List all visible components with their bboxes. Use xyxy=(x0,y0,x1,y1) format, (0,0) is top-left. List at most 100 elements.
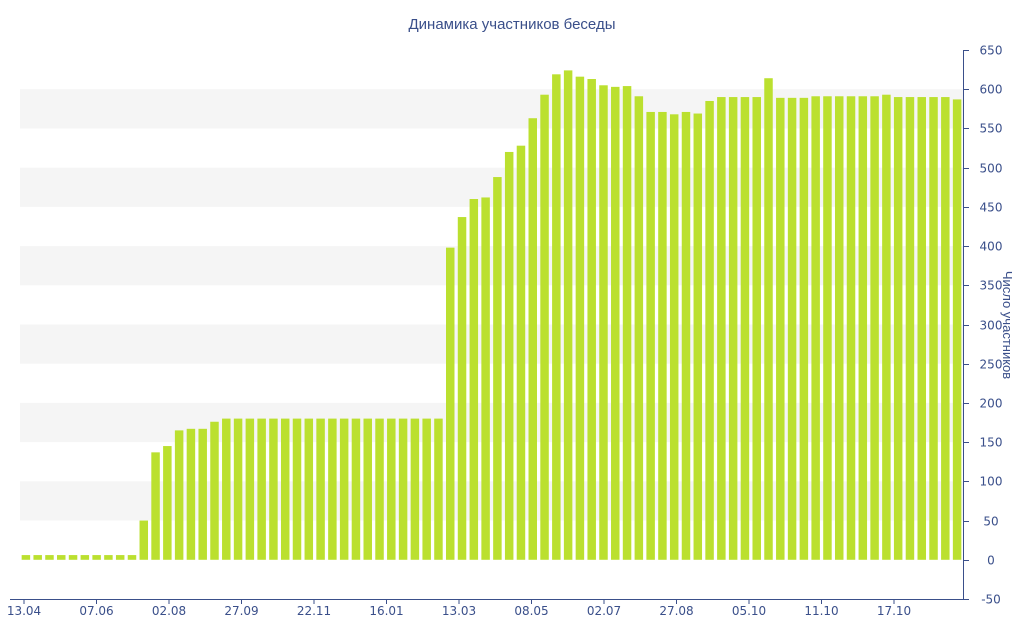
bar xyxy=(728,97,738,560)
bar xyxy=(811,96,820,560)
bar xyxy=(611,86,620,560)
y-tick-label: 200 xyxy=(980,397,1003,411)
bar xyxy=(422,418,431,560)
grid-band xyxy=(20,481,963,521)
bar-series xyxy=(21,70,962,560)
bar xyxy=(210,421,219,560)
bar xyxy=(269,418,278,560)
bar xyxy=(328,418,337,560)
y-tick-label: 150 xyxy=(980,436,1003,450)
bar xyxy=(80,555,90,560)
x-tick-label: 07.06 xyxy=(79,604,113,618)
bar xyxy=(634,96,644,560)
bar xyxy=(552,74,561,560)
grid-band xyxy=(20,167,963,207)
bar xyxy=(151,452,160,560)
x-tick-label: 22.11 xyxy=(297,604,331,618)
bar xyxy=(434,418,443,560)
bar xyxy=(905,97,915,560)
bar xyxy=(823,96,832,560)
bar xyxy=(316,418,325,560)
bar xyxy=(528,118,537,560)
y-tick-label: 0 xyxy=(987,554,995,568)
x-tick-label: 27.09 xyxy=(224,604,258,618)
bar xyxy=(658,111,667,560)
bar xyxy=(351,418,361,560)
bar xyxy=(882,94,891,560)
bar xyxy=(952,99,962,560)
bar xyxy=(917,97,926,560)
bar xyxy=(139,520,149,560)
x-tick-label: 02.07 xyxy=(587,604,621,618)
bar xyxy=(893,97,903,560)
bar xyxy=(858,96,868,560)
y-axis-label: Число участников xyxy=(1000,271,1015,379)
bar xyxy=(870,96,879,560)
y-tick-label: 50 xyxy=(983,515,998,529)
bar xyxy=(764,78,773,560)
bar xyxy=(446,247,455,560)
bar xyxy=(387,418,396,560)
bar xyxy=(516,145,526,560)
bar xyxy=(68,555,78,560)
x-tick-label: 16.01 xyxy=(369,604,403,618)
bar xyxy=(846,96,856,560)
bar xyxy=(245,418,255,560)
bar xyxy=(622,86,632,560)
bar xyxy=(705,100,714,560)
x-tick-label: 27.08 xyxy=(659,604,693,618)
bar xyxy=(669,114,679,560)
x-tick-label: 11.10 xyxy=(804,604,838,618)
bar xyxy=(834,96,844,560)
bar xyxy=(929,97,938,560)
bar xyxy=(787,97,797,560)
bar xyxy=(21,555,31,560)
grid-band xyxy=(20,246,963,286)
bar xyxy=(941,97,950,560)
y-tick-label: 300 xyxy=(980,319,1003,333)
bar xyxy=(575,76,585,560)
x-tick-label: 05.10 xyxy=(732,604,766,618)
bar xyxy=(469,199,479,560)
bar xyxy=(752,97,761,560)
x-tick-label: 13.03 xyxy=(442,604,476,618)
grid-bands xyxy=(20,89,963,521)
x-tick-label: 08.05 xyxy=(514,604,548,618)
grid-band xyxy=(20,324,963,364)
bar xyxy=(163,446,172,560)
y-tick-label: 650 xyxy=(980,44,1003,58)
bar xyxy=(693,113,703,560)
bar xyxy=(92,555,101,560)
bar xyxy=(587,79,596,560)
bar xyxy=(599,85,608,560)
bar xyxy=(115,555,125,560)
y-tick-label: 400 xyxy=(980,240,1003,254)
bar xyxy=(457,217,467,560)
bar xyxy=(681,111,691,560)
y-tick-label: 500 xyxy=(980,162,1003,176)
y-tick-label: 550 xyxy=(980,122,1003,136)
grid-band xyxy=(20,402,963,443)
bar xyxy=(363,418,372,560)
bar xyxy=(186,428,196,560)
grid-band xyxy=(20,89,963,129)
bar xyxy=(740,97,750,560)
bar xyxy=(292,418,302,560)
bar xyxy=(57,555,66,560)
bar xyxy=(799,97,809,560)
bar xyxy=(222,418,231,560)
y-tick-label: 250 xyxy=(980,358,1003,372)
bar xyxy=(127,555,137,560)
axes: -50 0 50 100 150 200 250 300 350 400 450 500 550 600 6… xyxy=(7,44,1003,619)
bar xyxy=(375,418,384,560)
bar xyxy=(410,418,420,560)
bar xyxy=(481,197,490,560)
y-tick-label: -50 xyxy=(981,593,1001,607)
bar xyxy=(398,418,408,560)
bar xyxy=(493,177,502,560)
bar xyxy=(504,151,514,560)
bar xyxy=(257,418,266,560)
bar xyxy=(563,70,573,560)
